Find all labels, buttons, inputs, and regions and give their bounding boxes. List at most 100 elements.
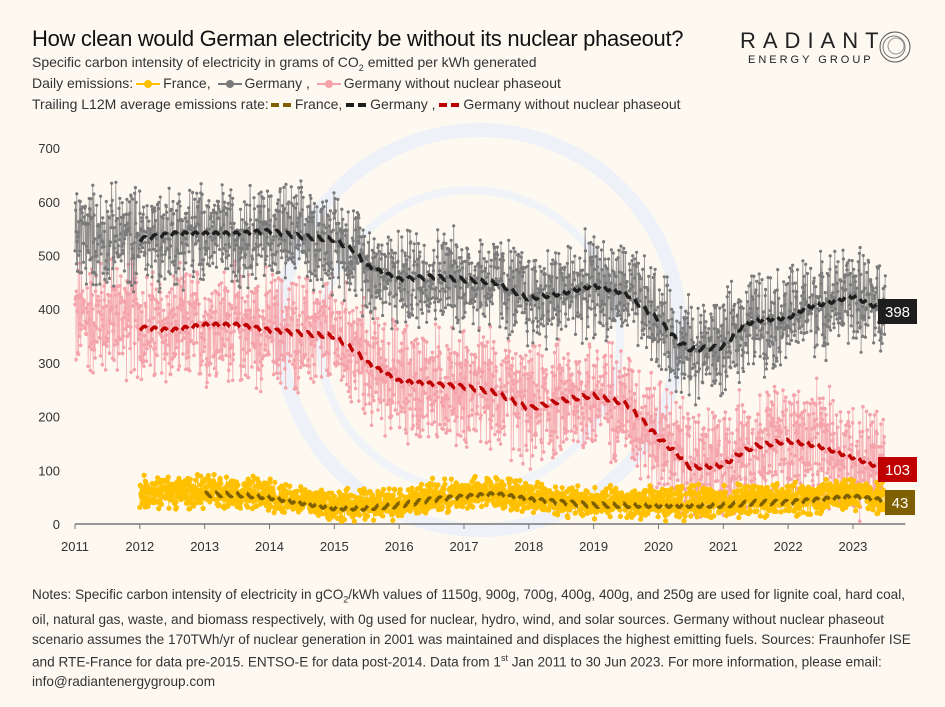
nonphaseout-daily-point — [558, 371, 563, 376]
germany-daily-point — [265, 235, 269, 239]
germany-daily-point — [848, 271, 853, 276]
germany-daily-point — [675, 375, 680, 380]
germany-daily-point — [417, 325, 421, 330]
germany-daily-point — [599, 248, 604, 252]
germany-daily-point — [789, 338, 794, 342]
nonphaseout-daily-point — [701, 446, 706, 451]
germany-daily-point — [421, 291, 425, 295]
germany-daily-point — [575, 271, 579, 275]
germany-daily-point — [182, 267, 186, 271]
germany-daily-point — [298, 214, 302, 218]
x-tick-label: 2019 — [579, 539, 608, 554]
germany-daily-point — [457, 279, 461, 283]
germany-daily-point — [678, 359, 682, 363]
germany-daily-point — [394, 292, 399, 297]
nonphaseout-daily-point — [578, 371, 582, 376]
germany-daily-point — [841, 257, 846, 261]
germany-daily-point — [247, 243, 251, 247]
nonphaseout-daily-point — [195, 272, 200, 277]
germany-daily-point — [326, 214, 330, 218]
nonphaseout-daily-point — [401, 384, 406, 389]
germany-daily-point — [94, 273, 98, 277]
nonphaseout-daily-point — [352, 370, 357, 374]
nonphaseout-daily-point — [262, 329, 267, 334]
nonphaseout-daily-point — [667, 424, 671, 428]
germany-daily-point — [245, 247, 249, 251]
nonphaseout-daily-point — [601, 382, 605, 387]
germany-daily-point — [472, 274, 476, 278]
nonphaseout-daily-point — [307, 336, 312, 340]
nonphaseout-daily-point — [706, 457, 710, 461]
germany-daily-point — [883, 284, 887, 288]
nonphaseout-daily-point — [685, 481, 689, 485]
germany-daily-point — [482, 257, 486, 261]
germany-daily-point — [863, 262, 867, 266]
nonphaseout-daily-point — [275, 358, 279, 363]
germany-daily-point — [413, 260, 417, 264]
germany-daily-point — [447, 296, 451, 300]
germany-daily-point — [753, 350, 757, 354]
nonphaseout-daily-point — [470, 413, 474, 417]
nonphaseout-daily-point — [765, 406, 770, 411]
nonphaseout-daily-point — [642, 451, 647, 455]
nonphaseout-daily-point — [256, 308, 261, 312]
nonphaseout-daily-point — [658, 380, 663, 384]
nonphaseout-daily-point — [479, 375, 484, 379]
nonphaseout-daily-point — [209, 315, 214, 320]
germany-daily-point — [726, 331, 730, 335]
nonphaseout-daily-point — [522, 394, 527, 398]
nonphaseout-daily-point — [201, 349, 206, 354]
germany-daily-point — [617, 248, 621, 252]
nonphaseout-daily-point — [185, 350, 190, 354]
germany-daily-point — [307, 204, 312, 208]
germany-daily-point — [410, 293, 414, 297]
nonphaseout-daily-point — [80, 289, 85, 294]
germany-daily-point — [849, 324, 853, 328]
nonphaseout-daily-point — [333, 317, 338, 321]
germany-daily-point — [424, 294, 428, 298]
nonphaseout-daily-point — [205, 357, 209, 361]
nonphaseout-daily-point — [758, 422, 762, 427]
germany-daily-point — [438, 298, 443, 302]
germany-daily-point — [486, 292, 490, 296]
germany-daily-point — [618, 301, 622, 305]
germany-daily-point — [706, 355, 710, 359]
nonphaseout-daily-point — [359, 310, 364, 315]
nonphaseout-daily-point — [643, 404, 648, 409]
nonphaseout-daily-point — [571, 409, 576, 414]
germany-daily-point — [509, 250, 513, 254]
germany-daily-point — [666, 319, 670, 323]
germany-daily-point — [583, 227, 587, 231]
nonphaseout-daily-point — [311, 290, 316, 295]
germany-daily-point — [563, 283, 567, 287]
germany-daily-point — [833, 249, 837, 253]
germany-daily-point — [309, 196, 313, 200]
germany-daily-point — [490, 293, 494, 297]
nonphaseout-daily-point — [254, 341, 258, 346]
nonphaseout-daily-point — [218, 301, 223, 305]
germany-daily-point — [412, 242, 416, 246]
germany-daily-point — [871, 286, 875, 291]
germany-daily-point — [778, 321, 782, 325]
france-daily-point — [173, 499, 179, 505]
germany-daily-point — [758, 337, 762, 341]
germany-daily-point — [538, 290, 543, 294]
germany-daily-point — [605, 322, 609, 326]
nonphaseout-daily-point — [122, 310, 127, 315]
nonphaseout-daily-point — [150, 337, 154, 342]
germany-daily-point — [591, 259, 595, 263]
nonphaseout-daily-point — [648, 441, 652, 446]
germany-daily-point — [488, 299, 492, 303]
nonphaseout-daily-point — [634, 444, 639, 449]
germany-daily-point — [702, 309, 707, 313]
germany-daily-point — [681, 326, 685, 330]
germany-daily-point — [225, 213, 229, 217]
germany-daily-point — [481, 312, 485, 316]
nonphaseout-daily-point — [575, 362, 579, 367]
nonphaseout-daily-point — [439, 367, 443, 372]
germany-daily-point — [524, 321, 528, 325]
germany-daily-point — [835, 281, 839, 285]
germany-daily-point — [774, 338, 778, 342]
germany-daily-point — [420, 311, 424, 315]
nonphaseout-daily-point — [491, 346, 495, 351]
